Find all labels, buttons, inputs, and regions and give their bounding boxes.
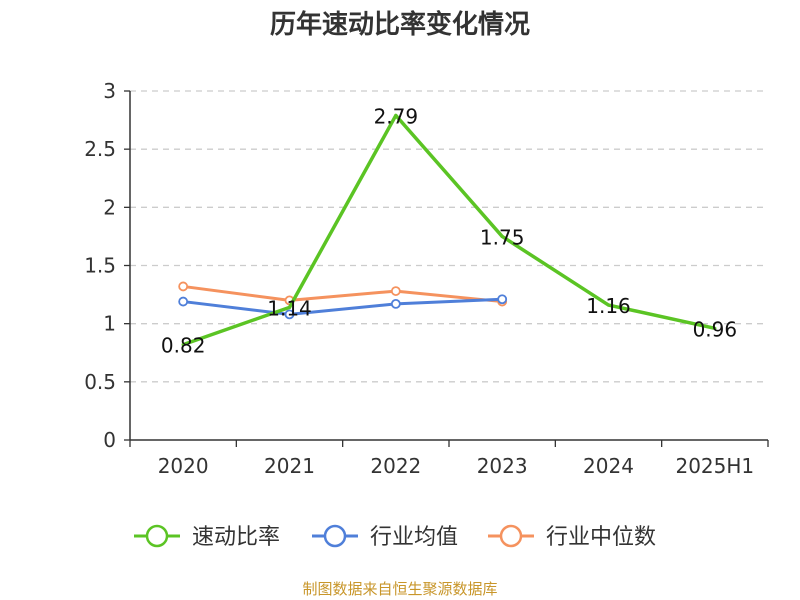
series-2-point (390, 286, 401, 296)
series-1-point (497, 294, 508, 305)
y-tick-label: 2.5 (84, 137, 116, 161)
chart-title: 历年速动比率变化情况 (270, 9, 530, 40)
series-0-point (500, 234, 504, 239)
y-tick-label: 1 (103, 312, 116, 336)
series-1-point (390, 298, 401, 309)
y-tick-label: 3 (103, 79, 116, 103)
series-1-line (182, 297, 503, 316)
series-0-point (606, 303, 611, 307)
data-label: 1.16 (586, 294, 631, 318)
legend-swatch-marker (499, 524, 523, 548)
y-tick-label: 2 (103, 195, 116, 219)
legend-label: 行业均值 (370, 525, 458, 550)
x-tick-label: 2025H1 (675, 454, 754, 478)
series-0-point (713, 326, 717, 330)
legend-label: 行业中位数 (546, 525, 656, 550)
axes (124, 90, 769, 447)
x-tick-label: 2020 (158, 454, 209, 478)
legend-label: 速动比率 (192, 525, 280, 550)
series-0-point (287, 305, 292, 309)
source-note: 制图数据来自恒生聚源数据库 (302, 580, 497, 598)
data-label: 0.96 (693, 317, 738, 341)
data-labels: 0.82 1.14 2.79 1.75 1.16 0.96 (161, 104, 737, 357)
series-layer (178, 113, 717, 347)
x-tick-label: 2021 (264, 454, 315, 478)
series-0-point (181, 343, 185, 347)
series-1-point (284, 309, 295, 320)
legend-item[interactable]: 行业中位数 (488, 524, 656, 550)
y-tick-label: 1.5 (84, 254, 116, 278)
series-0-line (182, 113, 716, 347)
legend-item[interactable]: 行业均值 (312, 524, 458, 550)
x-tick-label: 2023 (477, 454, 528, 478)
x-axis-ticks: 2020 2021 2022 2023 2024 2025H1 (158, 454, 754, 478)
series-0-point (394, 113, 398, 118)
legend-swatch-marker (145, 524, 169, 548)
series-1-point (178, 296, 189, 307)
x-tick-label: 2024 (583, 454, 634, 478)
grid (130, 90, 768, 383)
data-label: 1.14 (267, 296, 312, 320)
series-2-point (178, 281, 189, 292)
legend[interactable]: 速动比率 行业均值 行业中位数 (134, 524, 656, 550)
legend-item[interactable]: 速动比率 (134, 524, 280, 550)
x-tick-label: 2022 (370, 454, 421, 478)
data-label: 2.79 (374, 104, 419, 128)
y-axis-ticks: 0 0.5 1 1.5 2 2.5 3 (84, 79, 116, 452)
data-label: 0.82 (161, 334, 206, 358)
y-tick-label: 0.5 (84, 370, 116, 394)
legend-swatch-marker (323, 524, 347, 548)
y-tick-label: 0 (103, 428, 116, 452)
data-label: 1.75 (480, 225, 525, 249)
series-2-line (182, 284, 503, 304)
